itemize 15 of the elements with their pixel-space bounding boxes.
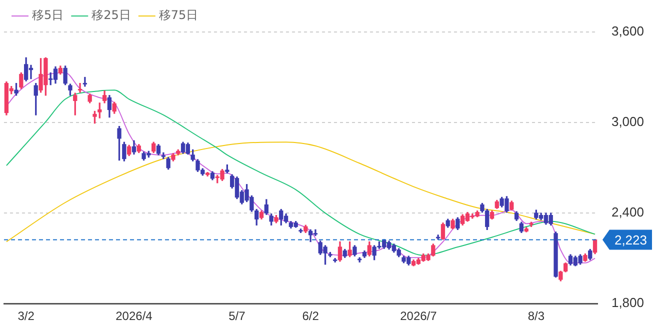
x-tick-label: 3/2 (18, 309, 35, 324)
legend-label: 移5日 (32, 8, 64, 22)
ref-line-label: 2,223 (614, 232, 648, 248)
y-tick-label: 3,600 (611, 24, 644, 39)
x-tick-label: 2026/4 (116, 309, 153, 324)
legend-label: 移75日 (158, 8, 198, 22)
y-tick-label: 2,400 (611, 204, 644, 220)
legend-label: 移25日 (92, 8, 131, 22)
x-tick-label: 5/7 (228, 309, 246, 324)
y-tick-label: 1,800 (611, 295, 644, 310)
x-tick-label: 2026/7 (400, 309, 438, 324)
y-tick-label: 3,000 (611, 114, 644, 130)
line-series (6, 142, 596, 242)
x-tick-label: 8/3 (528, 309, 545, 324)
x-tick-label: 6/2 (302, 309, 320, 324)
